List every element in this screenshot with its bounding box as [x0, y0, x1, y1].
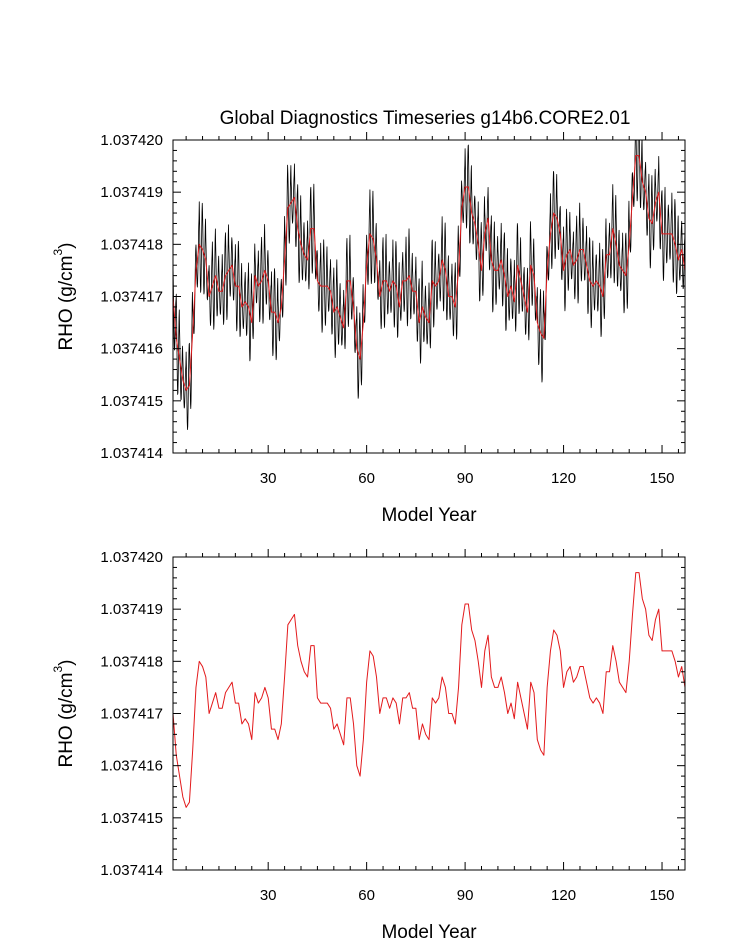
top-y-axis-label-main: RHO (g/cm [56, 256, 77, 351]
bottom-series-annual-mean [173, 572, 685, 808]
top-y-axis-label: RHO (g/cm3) [51, 242, 77, 350]
bottom-y-tick-label: 1.037415 [100, 810, 163, 827]
top-y-tick-label: 1.037420 [100, 132, 163, 149]
top-y-axis-label-sup: 3 [51, 249, 65, 256]
bottom-y-tick-label: 1.037416 [100, 758, 163, 775]
bottom-x-tick-label: 60 [358, 887, 375, 904]
top-x-tick-label: 60 [358, 470, 375, 487]
bottom-panel: 30 60 90 120 150 1.0374141.0374151.0374161.0… [51, 549, 686, 943]
top-y-tick-label: 1.037417 [100, 289, 163, 306]
bottom-y-tick-label: 1.037420 [100, 549, 163, 566]
bottom-y-axis-label-sup: 3 [51, 666, 65, 673]
bottom-tick-marks [173, 549, 685, 871]
bottom-series-layer [173, 572, 685, 808]
top-y-tick-label: 1.037416 [100, 341, 163, 358]
top-series-layer [173, 140, 685, 430]
top-x-tick-labels: 30 60 90 120 150 [260, 470, 675, 487]
top-x-tick-label: 30 [260, 470, 277, 487]
top-x-tick-label: 90 [457, 470, 474, 487]
top-series-annual-mean [173, 155, 685, 391]
bottom-x-axis-label: Model Year [381, 922, 477, 943]
bottom-y-tick-labels: 1.037414 1.037415 1.037416 1.037417 1.037418… [100, 549, 163, 879]
bottom-x-tick-label: 150 [650, 887, 675, 904]
top-y-tick-label: 1.037418 [100, 236, 163, 253]
top-y-axis-label-close: ) [56, 242, 77, 248]
top-y-tick-label: 1.037419 [100, 184, 163, 201]
top-y-tick-label: 1.037414 [100, 445, 163, 462]
bottom-x-tick-label: 90 [457, 887, 474, 904]
bottom-x-tick-label: 30 [260, 887, 277, 904]
top-panel: 30 60 90 120 150 1.0374141.0374151.0374161.0… [51, 132, 686, 526]
bottom-y-tick-label: 1.037419 [100, 601, 163, 618]
top-x-tick-label: 120 [551, 470, 576, 487]
top-y-tick-labels: 1.037414 1.037415 1.037416 1.037417 1.037418… [100, 132, 163, 462]
top-y-tick-label: 1.037415 [100, 393, 163, 410]
bottom-y-tick-label: 1.037418 [100, 653, 163, 670]
bottom-y-axis-label: RHO (g/cm3) [51, 659, 77, 767]
bottom-plot-frame [172, 556, 686, 871]
bottom-x-tick-label: 120 [551, 887, 576, 904]
top-tick-marks [173, 132, 685, 454]
bottom-y-tick-label: 1.037414 [100, 862, 163, 879]
top-x-axis-label: Model Year [381, 505, 477, 526]
chart-title: Global Diagnostics Timeseries g14b6.CORE… [220, 108, 631, 129]
bottom-y-tick-label: 1.037417 [100, 706, 163, 723]
top-series-monthly [173, 140, 685, 430]
top-x-tick-label: 150 [650, 470, 675, 487]
bottom-y-axis-label-close: ) [56, 659, 77, 665]
bottom-y-axis-label-main: RHO (g/cm [56, 673, 77, 768]
bottom-x-tick-labels: 30 60 90 120 150 [260, 887, 675, 904]
